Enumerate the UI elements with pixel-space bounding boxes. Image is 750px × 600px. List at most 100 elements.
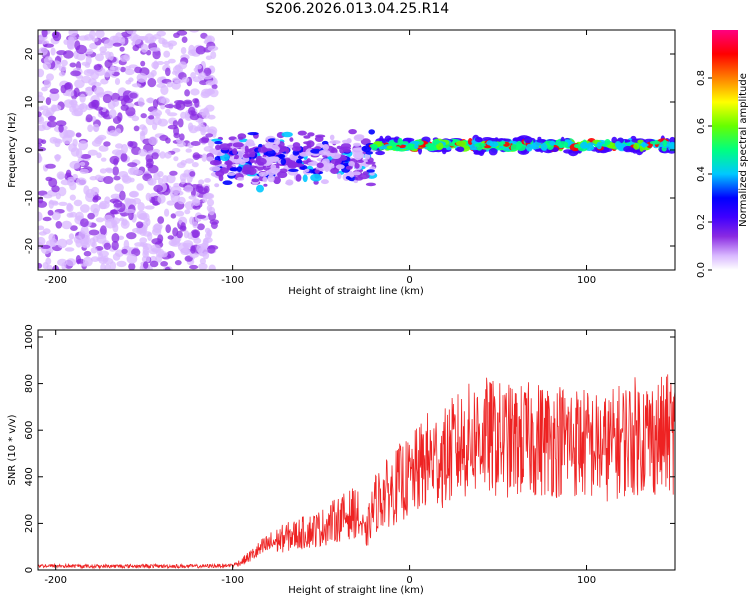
spectrogram-cell: [378, 146, 387, 150]
spectrogram-cell: [74, 40, 81, 51]
snr-xtick-label: 100: [577, 575, 596, 586]
spectrogram-cell: [58, 124, 64, 133]
spectrogram-cell: [219, 143, 231, 151]
spectrogram-cell: [173, 103, 182, 110]
spectrogram-cell: [121, 218, 128, 226]
spectrogram-cell: [138, 149, 148, 157]
spectrogram-cell: [177, 196, 186, 205]
spectrogram-cell: [80, 204, 90, 213]
spectrogram-cell: [89, 42, 98, 50]
spectrogram-cell: [126, 30, 137, 35]
spectrogram-cell: [185, 158, 194, 164]
spectrogram-cell: [58, 65, 67, 72]
spectrogram-cell: [75, 211, 84, 222]
snr-xlabel: Height of straight line (km): [288, 585, 424, 596]
spectrogram-cell: [255, 157, 267, 165]
spectrogram-cell: [95, 217, 105, 223]
spectrogram-cell: [70, 225, 78, 232]
spec-ytick-label: 10: [24, 96, 35, 109]
spectrogram-cell: [58, 71, 66, 77]
spectrogram-cell: [208, 264, 216, 270]
spectrogram-cell: [100, 263, 106, 270]
spectrogram-cell: [90, 247, 98, 254]
spectrogram-cell: [157, 177, 164, 185]
spectrogram-cell: [191, 230, 199, 238]
spectrogram-cell: [202, 251, 210, 260]
spectrogram-cell: [106, 168, 113, 174]
spectrogram-cell: [120, 66, 126, 73]
spectrogram-cell: [289, 137, 294, 142]
spectrogram-cell: [38, 36, 45, 45]
spectrogram-cell: [145, 192, 152, 201]
spectrogram-cell: [140, 43, 149, 53]
spectrogram-cell: [70, 98, 78, 108]
spectrogram-cell: [110, 209, 118, 215]
spectrogram-cell: [38, 236, 46, 246]
snr-ytick-label: 800: [24, 374, 35, 393]
spectrogram-cell: [76, 52, 86, 61]
spectrogram-cell: [488, 148, 498, 156]
spectrogram-cell: [40, 244, 51, 249]
spectrogram-cell: [280, 158, 286, 166]
spectrogram-cell: [145, 218, 151, 226]
spectrogram-cell: [623, 145, 633, 153]
spectrogram-cell: [119, 46, 125, 52]
spectrogram-cell: [362, 171, 369, 176]
spectrogram-cell: [299, 152, 309, 157]
spectrogram-cell: [180, 222, 186, 231]
spec-ytick-label: 20: [24, 48, 35, 61]
spectrogram-cell: [310, 173, 322, 182]
spectrogram-cell: [456, 146, 465, 153]
spectrogram-cell: [198, 179, 205, 185]
spectrogram-cell: [329, 134, 335, 141]
spectrogram-cell: [109, 198, 120, 204]
spectrogram-cell: [60, 59, 68, 67]
spectrogram-cell: [251, 178, 260, 183]
colorbar-label: Normalized spectral amplitude: [738, 73, 749, 227]
spectrogram-cell: [48, 177, 58, 188]
spectrogram-cell: [81, 242, 91, 249]
spectrogram-cell: [79, 161, 86, 167]
spectrogram-cell: [190, 72, 197, 79]
spectrogram-cell: [57, 238, 68, 249]
spectrogram-cell: [153, 223, 163, 231]
spectrogram-cell: [128, 77, 134, 82]
spectrogram-cell: [95, 30, 105, 39]
spectrogram-cell: [633, 143, 640, 150]
spectrogram-cell: [258, 171, 269, 177]
spectrogram-cell: [180, 111, 187, 119]
spectrogram-cell: [165, 137, 171, 144]
spectrogram-cell: [94, 106, 104, 111]
spectrogram-cell: [187, 122, 194, 131]
spectrogram-cell: [151, 152, 159, 160]
spectrogram-cell: [203, 107, 209, 114]
spectrogram-cell: [274, 138, 281, 146]
spectrogram-cell: [307, 161, 319, 166]
spectrogram-cell: [100, 157, 107, 162]
spectrogram-cell: [91, 99, 100, 108]
spectrogram-cell: [199, 258, 206, 265]
spectrogram-cell: [178, 61, 188, 70]
spectrogram-cell: [112, 99, 120, 107]
spectrogram-cell: [152, 99, 159, 109]
spectrogram-cell: [71, 110, 83, 117]
spectrogram-cell: [262, 176, 268, 183]
spectrogram-cell: [87, 212, 95, 220]
spectrogram-cell: [199, 72, 206, 78]
colorbar-tick-label: 0.6: [696, 118, 707, 134]
spectrogram-cell: [153, 184, 164, 193]
spectrogram-cell: [474, 143, 486, 148]
spectrogram-cell: [93, 64, 102, 71]
spectrogram-cell: [277, 171, 288, 179]
spectrogram-cell: [119, 190, 126, 201]
spectrogram-cell: [110, 92, 121, 102]
spectrogram-cell: [249, 158, 255, 163]
spectrogram-cell: [176, 230, 183, 239]
spectrogram-cell: [43, 194, 53, 199]
spectrogram-cell: [167, 124, 178, 130]
spectrogram-cell: [111, 233, 120, 243]
spectrogram-cell: [236, 183, 244, 188]
spectrogram-cell: [211, 84, 218, 90]
spectrogram-cell: [170, 213, 177, 219]
spectrogram-cell: [70, 70, 81, 77]
